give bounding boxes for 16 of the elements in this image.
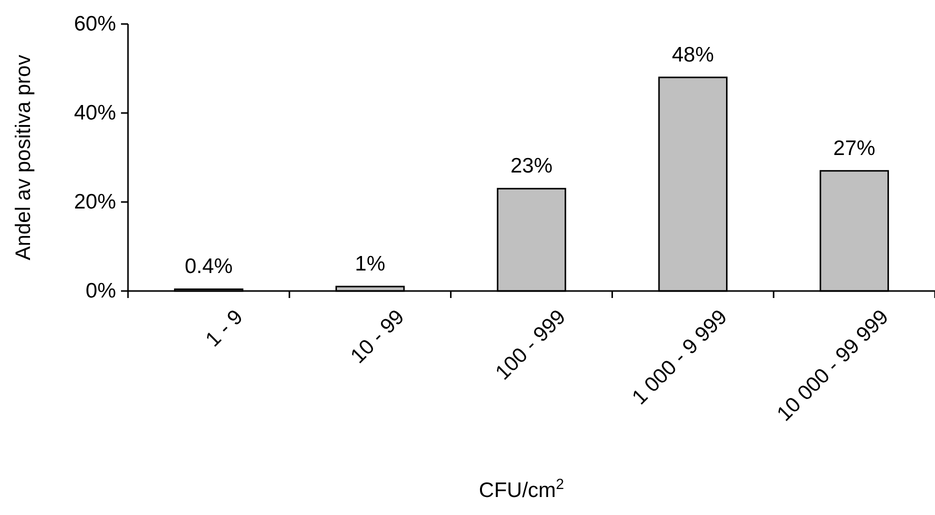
- x-tick-label: 1 000 - 9 999: [628, 305, 732, 410]
- x-tick-label: 10 - 99: [346, 305, 409, 368]
- y-tick-label: 20%: [74, 190, 116, 214]
- data-label: 1%: [354, 252, 386, 276]
- x-axis-title: CFU/cm$^{2}$: [478, 477, 564, 502]
- data-label: 48%: [672, 43, 714, 66]
- x-tick-label: 10 000 - 99 999: [772, 305, 894, 426]
- data-label: 23%: [510, 154, 553, 178]
- y-axis-title: Andel av positiva prov: [12, 54, 35, 260]
- y-tick-label: 0%: [86, 280, 116, 303]
- data-label: 0.4%: [184, 255, 233, 278]
- y-tick-label: 60%: [74, 12, 116, 36]
- x-tick-label: 1 - 9: [201, 305, 248, 352]
- y-tick-label: 40%: [74, 102, 116, 125]
- x-tick-label: 100 - 999: [491, 305, 570, 384]
- data-label: 27%: [833, 136, 876, 160]
